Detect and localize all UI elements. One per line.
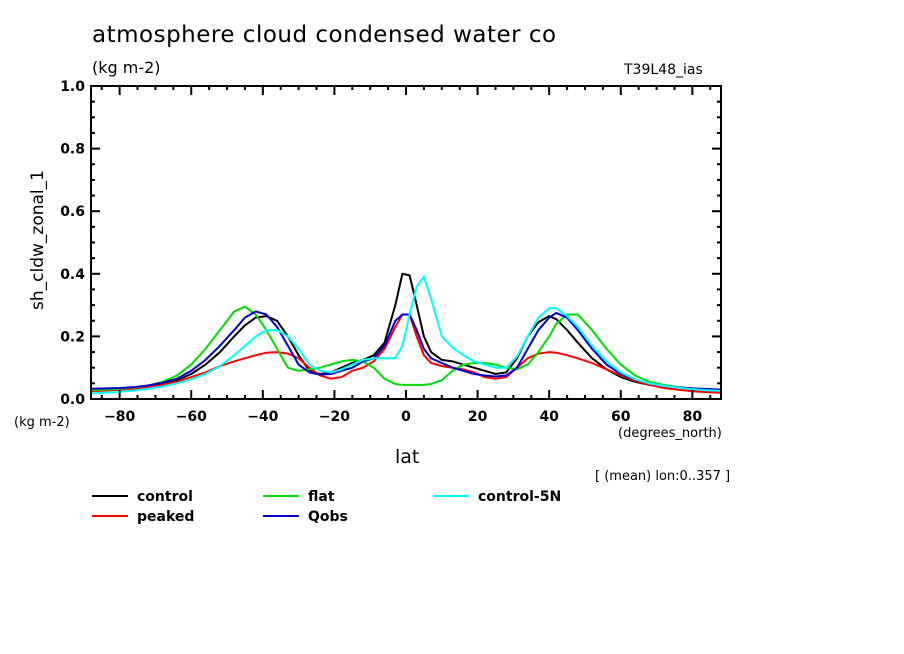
x-tick-label: 20	[468, 409, 488, 425]
x-axis-label: lat	[395, 446, 420, 468]
y-tick-label: 0.6	[60, 204, 85, 220]
y-tick-label: 1.0	[60, 79, 85, 95]
legend-label: flat	[308, 489, 335, 505]
legend-item-flat: flat	[263, 489, 335, 505]
y-tick-label: 0.2	[60, 329, 85, 345]
legend-label: control	[137, 489, 193, 505]
x-tick-label: 60	[611, 409, 631, 425]
averaging-note: [ (mean) lon:0..357 ]	[595, 469, 731, 484]
y-tick-label: 0.0	[60, 392, 85, 408]
plot-frame	[90, 85, 722, 400]
legend-item-qobs: Qobs	[263, 509, 348, 525]
x-tick-label: 40	[539, 409, 559, 425]
x-tick-label: −60	[176, 409, 207, 425]
x-tick-label: 0	[401, 409, 411, 425]
chart-title: atmosphere cloud condensed water co	[92, 22, 557, 48]
legend-label: control-5N	[478, 489, 561, 505]
legend-item-peaked: peaked	[92, 509, 194, 525]
x-tick-label: 80	[683, 409, 703, 425]
series-layer	[90, 272, 722, 395]
x-tick-label: −40	[247, 409, 278, 425]
x-tick-label: −20	[319, 409, 350, 425]
series-line-control-5n	[90, 274, 722, 395]
legend-item-control-5n: control-5N	[433, 489, 561, 505]
legend: control peaked flat Qobs control-5N	[92, 489, 561, 525]
experiment-tag: T39L48_ias	[624, 62, 703, 78]
x-tick-label: −80	[104, 409, 135, 425]
y-axis-units: (kg m-2)	[14, 415, 70, 430]
y-tick-label: 0.8	[60, 142, 85, 158]
legend-label: peaked	[137, 509, 194, 525]
legend-label: Qobs	[308, 509, 348, 525]
series-line-control	[91, 272, 722, 392]
series-line-flat	[90, 305, 722, 392]
legend-item-control: control	[92, 489, 193, 505]
ticks-layer: −80 −60 −40 −20 0 20 40 60 80 0.0 0.2 0.4 0.6 0.8 1.0	[60, 79, 721, 425]
chart-subtitle-units: (kg m-2)	[92, 58, 161, 77]
x-axis-units: (degrees_north)	[618, 426, 722, 441]
y-tick-label: 0.4	[60, 267, 85, 283]
